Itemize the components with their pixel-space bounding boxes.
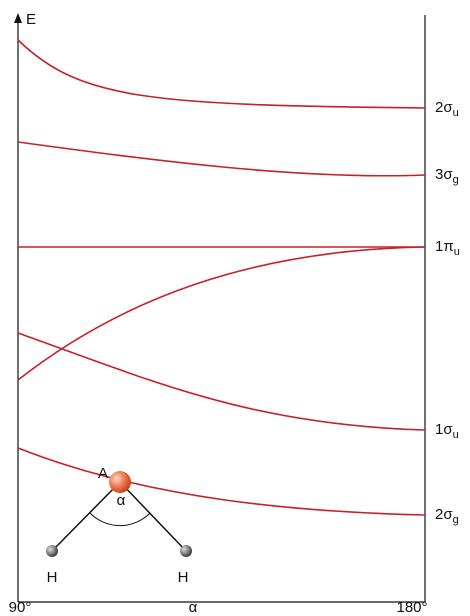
- level-base: 2σ: [435, 99, 453, 116]
- curve: [17, 39, 426, 109]
- level-label: 1σu: [435, 421, 459, 441]
- level-label: 2σg: [435, 506, 459, 526]
- level-label: 1πu: [435, 238, 460, 258]
- level-sub: u: [453, 107, 459, 119]
- atom-label: H: [47, 569, 58, 586]
- level-base: 3σ: [435, 166, 453, 183]
- atom-label: A: [98, 465, 108, 482]
- angle-arc: [89, 512, 151, 527]
- level-base: 1σ: [435, 421, 453, 438]
- curve: [17, 246, 426, 381]
- bond: [51, 481, 121, 552]
- y-label: E: [26, 11, 36, 28]
- level-base: 1π: [435, 238, 454, 255]
- level-label: 3σg: [435, 166, 459, 186]
- level-sub: g: [453, 514, 459, 526]
- level-base: 2σ: [435, 506, 453, 523]
- level-label: 2σu: [435, 99, 459, 119]
- curve: [17, 447, 426, 516]
- atom-h: [46, 545, 58, 557]
- level-sub: u: [453, 429, 459, 441]
- curve: [17, 141, 426, 177]
- level-sub: g: [453, 174, 459, 186]
- curve: [17, 332, 426, 431]
- bond: [119, 481, 187, 552]
- x-end: 180°: [396, 599, 427, 616]
- angle-label: α: [117, 492, 126, 509]
- y-arrow: [14, 13, 22, 23]
- atom-a: [109, 471, 131, 493]
- atom-h: [180, 545, 192, 557]
- x-label: α: [189, 599, 198, 616]
- level-sub: u: [454, 246, 460, 258]
- atom-label: H: [178, 569, 189, 586]
- x-start: 90°: [9, 599, 32, 616]
